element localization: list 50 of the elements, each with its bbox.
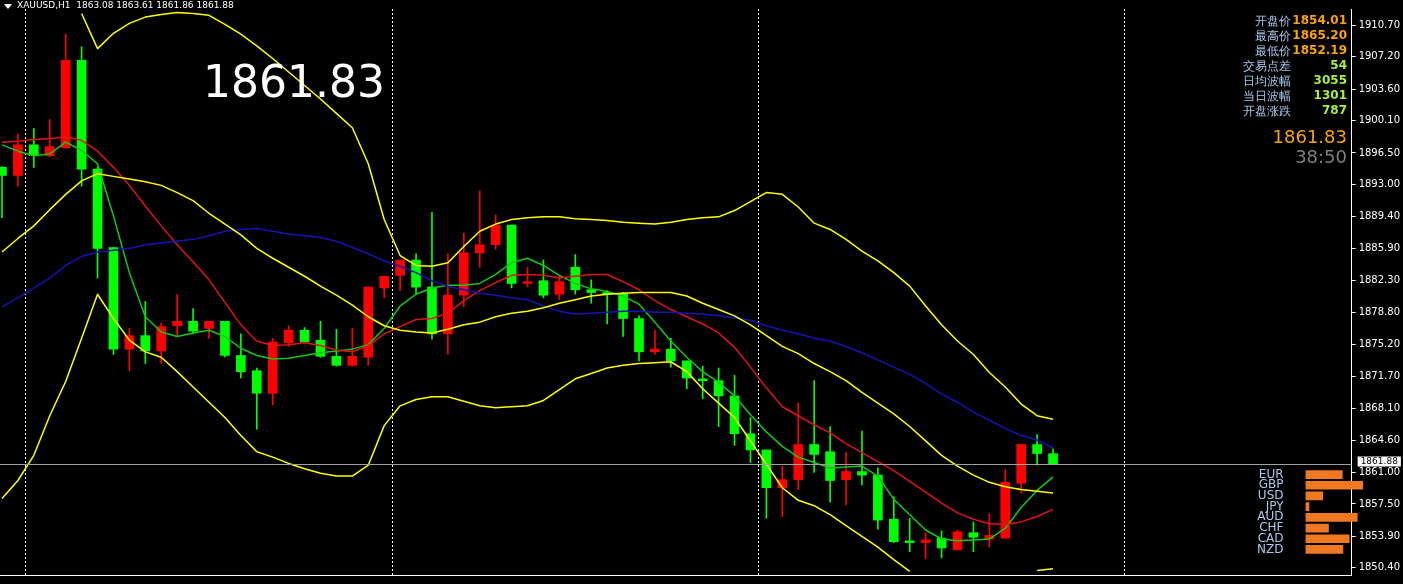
y-tick-label: 1853.90 (1358, 529, 1401, 541)
bar (1305, 470, 1343, 479)
bar (1305, 513, 1358, 522)
text: 最高价 (1255, 28, 1291, 45)
y-tick-label: 1850.40 (1358, 561, 1401, 573)
candlestick (841, 452, 851, 506)
text: 最低价 (1255, 43, 1291, 60)
text: 当日波幅 (1243, 88, 1291, 105)
text: 1865.20 (1292, 28, 1347, 42)
text: 日均波幅 (1243, 73, 1291, 90)
y-tick-label: 1910.70 (1358, 18, 1401, 30)
text: 1301 (1313, 88, 1347, 102)
y-tick-label: 1896.50 (1358, 146, 1401, 158)
y-tick-label: 1871.70 (1358, 369, 1401, 381)
text: 开盘价 (1255, 13, 1291, 30)
candlestick (650, 329, 660, 355)
text: 3055 (1313, 73, 1347, 87)
bar (1305, 480, 1363, 490)
y-tick-label: 1868.10 (1358, 402, 1401, 414)
y-tick-label: JPY (1264, 498, 1285, 513)
bar (1305, 523, 1329, 533)
y-tick-label: 1893.00 (1358, 178, 1401, 190)
candlestick (857, 430, 867, 486)
y-tick-label: 1878.80 (1358, 305, 1401, 317)
candlestick (474, 190, 485, 268)
bar (1305, 545, 1344, 554)
text: 开盘涨跌 (1243, 103, 1291, 120)
y-tick-label: 1903.60 (1358, 82, 1401, 94)
text: 38:50 (1295, 146, 1347, 167)
y-tick-label: 1882.30 (1358, 274, 1401, 286)
candlestick (809, 380, 819, 473)
ref-line-label: 1861.88 (1360, 455, 1399, 466)
text: 787 (1321, 103, 1347, 117)
chart-title: XAUUSD,H1 1863.08 1863.61 1861.86 1861.88 (17, 0, 234, 10)
y-tick-label: 1864.60 (1358, 433, 1401, 445)
candlestick (904, 517, 915, 552)
y-tick-label: 1907.20 (1358, 50, 1401, 62)
bar (1305, 534, 1350, 544)
text: 交易点差 (1243, 58, 1291, 75)
y-tick-label: 1857.50 (1358, 497, 1401, 509)
y-tick-label: 1875.20 (1358, 338, 1401, 350)
candlestick (172, 293, 182, 337)
text: 1861.83 (1272, 126, 1347, 147)
text: 54 (1330, 58, 1347, 72)
text: 1854.01 (1292, 13, 1347, 27)
text: 1852.19 (1292, 43, 1347, 57)
y-tick-label: 1889.40 (1358, 210, 1401, 222)
y-tick-label: 1900.10 (1358, 114, 1401, 126)
y-tick-label: 1861.00 (1358, 466, 1401, 478)
y-tick-label: 1885.90 (1358, 241, 1401, 253)
